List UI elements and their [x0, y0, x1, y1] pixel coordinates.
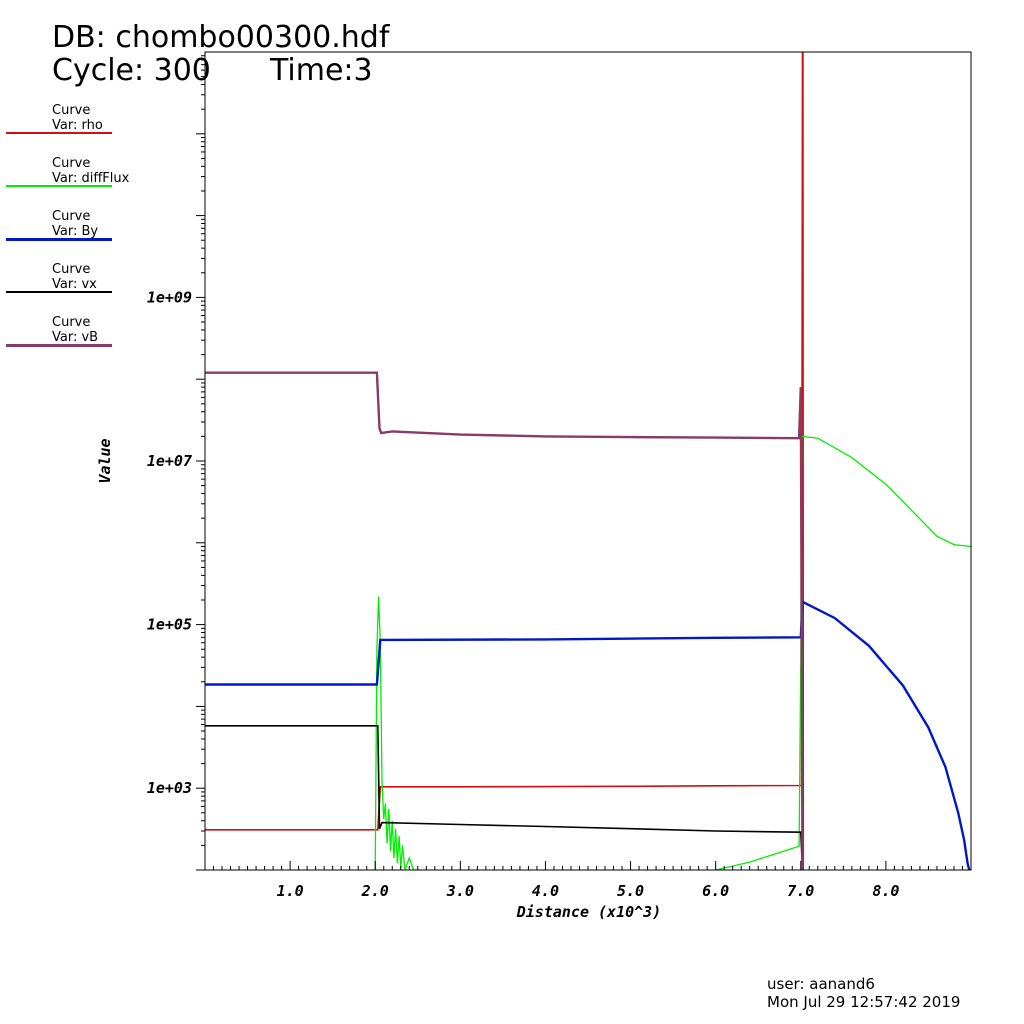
legend-curve-label: Curve	[52, 315, 91, 330]
series-line-vb	[205, 371, 804, 870]
legend-swatch-vb	[6, 344, 112, 347]
ticks-layer	[196, 55, 963, 871]
legend-curve-label: Curve	[52, 209, 91, 224]
footer-date: Mon Jul 29 12:57:42 2019	[767, 993, 961, 1011]
series-line-by	[205, 599, 971, 870]
x-tick-label: 8.0	[872, 882, 899, 900]
legend-curve-label: Curve	[52, 103, 91, 118]
legend-swatch-by	[6, 238, 112, 241]
legend-swatch-rho	[6, 132, 112, 134]
legend-item-vx: Curve Var: vx	[0, 263, 140, 313]
series-line-rho	[205, 52, 805, 870]
y-tick-label: 1e+07	[147, 452, 192, 470]
legend-item-vb: Curve Var: vB	[0, 316, 140, 366]
time-label: Time:3	[270, 53, 373, 88]
x-tick-label: 4.0	[532, 882, 559, 900]
x-tick-label: 3.0	[446, 882, 474, 900]
x-tick-label: 5.0	[617, 882, 644, 900]
y-tick-label: 1e+09	[147, 288, 192, 306]
legend-swatch-vx	[6, 291, 112, 293]
legend-item-diffflux: Curve Var: diffFlux	[0, 157, 140, 207]
y-tick-label: 1e+03	[147, 779, 192, 797]
legend-var-label: Var: diffFlux	[52, 171, 130, 186]
x-tick-label: 6.0	[702, 882, 729, 900]
footer-user: user: aanand6	[767, 975, 875, 993]
db-title: DB: chombo00300.hdf	[52, 20, 390, 55]
cycle-label: Cycle: 300	[52, 53, 211, 88]
legend-item-by: Curve Var: By	[0, 210, 140, 260]
y-axis-title: Value	[96, 438, 114, 483]
x-tick-label: 1.0	[277, 882, 304, 900]
curves-layer	[205, 52, 971, 870]
tick-labels-layer: 1.0 2.0 3.0 4.0 5.0 6.0 7.0 8.0 1e+03 1e+05 1e+07 1…	[147, 288, 900, 900]
legend-var-label: Var: rho	[52, 118, 103, 133]
series-line-diffflux	[374, 596, 422, 870]
legend-var-label: Var: vx	[52, 277, 97, 292]
legend-curve-label: Curve	[52, 156, 91, 171]
x-axis-title: Distance (x10^3)	[516, 903, 662, 921]
series-line-diffflux-2	[715, 435, 971, 870]
legend-var-label: Var: By	[52, 224, 99, 239]
series-line-vx	[205, 725, 804, 870]
x-tick-label: 7.0	[787, 882, 814, 900]
y-tick-label: 1e+05	[147, 616, 192, 634]
x-tick-label: 2.0	[361, 882, 389, 900]
legend-var-label: Var: vB	[52, 330, 99, 345]
legend-item-rho: Curve Var: rho	[0, 104, 140, 154]
legend-curve-label: Curve	[52, 262, 91, 277]
legend-swatch-diffflux	[6, 185, 112, 187]
